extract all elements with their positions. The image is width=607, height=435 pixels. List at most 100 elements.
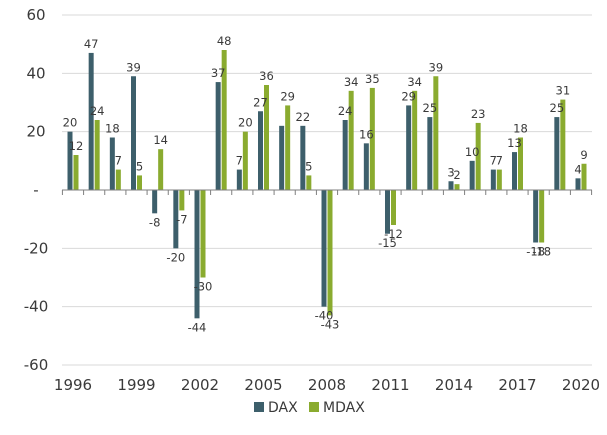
x-tick-label: 2005 (244, 376, 282, 394)
bar-dax-2015 (469, 160, 475, 190)
bar-dax-2014 (448, 181, 454, 190)
data-label-mdax-2006: 29 (280, 89, 295, 103)
data-label-mdax-2001: -7 (176, 212, 187, 226)
bar-mdax-2006 (285, 105, 291, 190)
bar-mdax-2002 (200, 190, 206, 278)
data-label-mdax-2003: 48 (217, 34, 232, 48)
data-label-dax-2003: 37 (211, 66, 226, 80)
bar-dax-2002 (194, 190, 200, 319)
legend-label-mdax: MDAX (323, 400, 365, 416)
bar-dax-2010 (363, 143, 369, 190)
data-label-dax-2007: 22 (296, 110, 311, 124)
bars (67, 50, 587, 319)
data-label-mdax-2019: 31 (556, 84, 571, 98)
bar-dax-2003 (215, 82, 221, 190)
y-tick-label: - (33, 181, 38, 199)
bar-mdax-1999 (137, 175, 142, 190)
legend-label-dax: DAX (268, 400, 298, 416)
bar-dax-2017 (512, 152, 517, 190)
x-tick-label: 2008 (308, 376, 346, 394)
bar-mdax-2018 (539, 190, 545, 243)
data-label-mdax-1999: 5 (136, 159, 143, 173)
bar-mdax-2019 (560, 99, 566, 190)
bar-mdax-2008 (327, 190, 333, 316)
data-label-dax-2019: 25 (550, 101, 565, 115)
data-label-dax-2000: -8 (149, 215, 160, 229)
bar-dax-2006 (279, 125, 285, 190)
y-tick-label: -60 (24, 356, 49, 374)
y-tick-label: 40 (26, 64, 45, 82)
bar-mdax-2014 (454, 184, 460, 190)
data-label-mdax-2015: 23 (471, 107, 486, 121)
data-label-dax-1999: 39 (126, 60, 141, 74)
data-label-mdax-2011: -12 (384, 227, 403, 241)
bar-mdax-2013 (433, 76, 439, 190)
bar-mdax-1996 (73, 155, 79, 190)
bar-mdax-2003 (221, 50, 227, 190)
data-label-mdax-1998: 7 (115, 154, 122, 168)
x-tick-label: 1999 (117, 376, 155, 394)
bar-dax-2004 (236, 169, 242, 190)
bar-dax-2011 (385, 190, 390, 234)
data-label-mdax-2004: 20 (238, 116, 253, 130)
bar-mdax-2000 (158, 149, 164, 190)
data-label-dax-2015: 10 (465, 145, 480, 159)
data-label-mdax-2013: 39 (429, 60, 444, 74)
bar-dax-2005 (258, 111, 263, 190)
data-label-mdax-2014: 2 (453, 168, 460, 182)
bar-dax-2019 (554, 117, 560, 190)
data-label-mdax-2018: -18 (532, 245, 551, 259)
bar-dax-2016 (490, 169, 496, 190)
data-label-dax-2014: 3 (447, 165, 454, 179)
x-tick-label: 1996 (54, 376, 92, 394)
data-label-dax-2010: 16 (359, 127, 374, 141)
data-label-dax-2018: -18 (526, 245, 545, 259)
data-label-mdax-2010: 35 (365, 72, 380, 86)
data-label-mdax-2012: 34 (407, 75, 422, 89)
bar-dax-2018 (533, 190, 539, 243)
data-label-mdax-2008: -43 (321, 317, 340, 331)
data-label-dax-2011: -15 (378, 236, 397, 250)
data-label-mdax-2002: -30 (194, 280, 213, 294)
data-label-dax-2020: 4 (574, 162, 581, 176)
bar-dax-2012 (406, 105, 412, 190)
axes: 60 40 20 - -20 -40 -60 1996 1999 2002 2005 2008 2011… (24, 6, 600, 394)
data-label-mdax-1996: 12 (69, 139, 84, 153)
data-label-mdax-2005: 36 (259, 69, 274, 83)
bar-mdax-2005 (264, 85, 269, 190)
x-tick-label: 2014 (435, 376, 473, 394)
bar-mdax-2015 (475, 122, 481, 190)
bar-mdax-2009 (348, 90, 354, 190)
data-label-dax-1998: 18 (105, 122, 120, 136)
bar-mdax-2020 (581, 163, 587, 190)
legend: DAX MDAX (254, 400, 365, 416)
data-label-dax-2017: 13 (507, 136, 522, 150)
bar-mdax-2012 (412, 90, 418, 190)
data-label-dax-2016: 7 (490, 154, 497, 168)
gridlines (62, 14, 592, 366)
data-label-dax-2008: -40 (315, 309, 334, 323)
x-tick-label: 2011 (371, 376, 409, 394)
data-label-dax-1997: 47 (84, 37, 99, 51)
bar-mdax-2016 (496, 169, 502, 190)
bar-mdax-2001 (179, 190, 185, 211)
bar-dax-1998 (109, 137, 115, 190)
y-tick-label: -40 (24, 298, 49, 316)
bar-mdax-2011 (391, 190, 396, 225)
bar-dax-2008 (321, 190, 327, 307)
data-label-mdax-2017: 18 (513, 122, 528, 136)
bar-dax-2001 (173, 190, 179, 249)
bar-dax-1997 (88, 52, 94, 190)
data-label-dax-2005: 27 (253, 95, 268, 109)
data-label-dax-2002: -44 (188, 320, 207, 334)
bar-dax-2009 (342, 120, 348, 190)
y-tick-label: -20 (24, 239, 49, 257)
bar-mdax-1997 (94, 120, 100, 190)
data-label-mdax-2000: 14 (153, 133, 168, 147)
data-label-mdax-2020: 9 (580, 148, 587, 162)
bar-dax-2020 (575, 178, 581, 190)
data-label-mdax-2016: 7 (496, 154, 503, 168)
bar-dax-1996 (67, 131, 73, 190)
